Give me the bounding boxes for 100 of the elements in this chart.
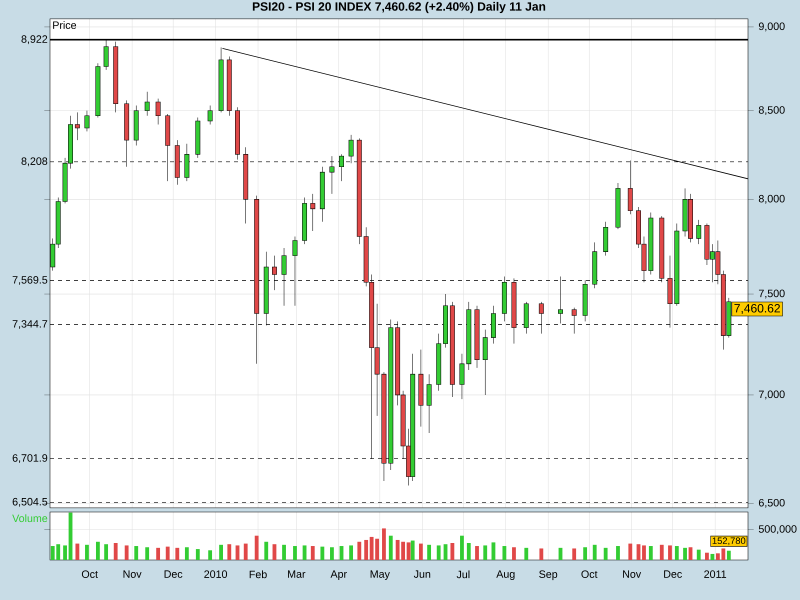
bar	[502, 546, 506, 560]
y-tick-label: 8,000	[758, 194, 785, 204]
bar	[460, 536, 464, 560]
bar	[524, 548, 528, 560]
y-tick-label: 6,500	[758, 498, 785, 508]
bar	[114, 542, 118, 560]
y-tick-label: 500,000	[758, 525, 797, 534]
bar	[483, 545, 488, 560]
bar	[244, 544, 248, 560]
bar	[134, 546, 138, 560]
bar	[572, 548, 576, 560]
bar	[96, 542, 100, 560]
x-tick-label: Oct	[82, 570, 98, 578]
bar	[236, 545, 240, 560]
bar	[382, 528, 386, 560]
bar	[227, 544, 232, 560]
bar	[683, 548, 687, 560]
bar	[427, 544, 432, 560]
x-tick-label: Sep	[539, 570, 558, 580]
bar	[616, 546, 620, 560]
x-tick-label: Nov	[124, 570, 142, 578]
candlestick	[482, 329, 488, 396]
candlestick	[156, 98, 161, 125]
candlestick	[696, 220, 702, 244]
bar	[444, 544, 448, 560]
bar	[156, 548, 160, 560]
bar	[293, 546, 297, 560]
x-tick-label: Dec	[664, 570, 682, 578]
x-tick-label: Mar	[288, 570, 306, 578]
y-tick-label: 7,500	[758, 290, 785, 298]
bar	[357, 542, 362, 560]
bar	[466, 542, 471, 560]
bar	[272, 544, 276, 560]
candlestick	[74, 112, 80, 140]
y-axis-title: Price	[53, 21, 76, 29]
bar	[254, 536, 259, 560]
bar	[668, 545, 672, 560]
bar	[418, 544, 423, 560]
x-tick-label: Dec	[164, 570, 182, 578]
bar	[696, 550, 701, 560]
bar	[282, 544, 286, 560]
candlestick	[208, 105, 213, 125]
ref-line-label: 8,922	[22, 35, 48, 44]
bar	[475, 546, 479, 560]
bar	[310, 546, 315, 560]
bar	[558, 548, 562, 560]
bar	[628, 544, 632, 560]
x-tick-label: Jun	[414, 570, 430, 578]
bar	[196, 549, 200, 560]
x-tick-label: Nov	[623, 570, 642, 578]
bar	[660, 544, 664, 560]
bar	[104, 544, 108, 560]
bar	[166, 546, 170, 560]
candlestick	[144, 92, 150, 116]
x-tick-label: Jul	[456, 570, 470, 578]
bar	[705, 552, 709, 560]
x-tick-label: Aug	[496, 570, 515, 580]
bar	[330, 547, 334, 560]
chart-title: Volume	[12, 514, 48, 522]
candlestick	[460, 353, 464, 400]
bar	[50, 546, 55, 560]
annotation: 7,460.62	[734, 304, 780, 314]
y-tick-label: 7,000	[758, 390, 785, 400]
x-tick-label: Oct	[581, 570, 598, 578]
candlestick	[310, 194, 316, 232]
candlestick	[426, 374, 432, 434]
y-tick-label: 8,500	[758, 106, 785, 116]
bar	[175, 548, 180, 560]
bar	[450, 542, 454, 560]
bar	[208, 550, 212, 560]
bar	[592, 544, 597, 560]
bar	[648, 546, 653, 560]
bar	[410, 540, 415, 560]
y-tick-label: 9,000	[758, 22, 785, 32]
bar	[583, 547, 588, 560]
bar	[604, 548, 608, 560]
bar	[349, 545, 354, 560]
ref-line-label: 6,701.9	[12, 454, 48, 464]
bar	[264, 542, 268, 560]
bar	[56, 544, 60, 560]
bar	[710, 554, 714, 560]
x-tick-label: Apr	[330, 570, 347, 580]
ref-line-label: 7,344.7	[12, 320, 48, 329]
chart-title: PSI20 - PSI 20 INDEX 7,460.62 (+2.40%) Daily 11 Jan	[252, 2, 546, 14]
x-tick-label: 2010	[204, 570, 228, 578]
bar	[85, 544, 89, 560]
data-label: 152,780	[712, 537, 746, 546]
bar	[219, 544, 223, 560]
bar	[726, 550, 731, 560]
bar	[184, 547, 189, 560]
bar	[302, 545, 306, 560]
ref-line-label: 6,504.5	[12, 498, 48, 507]
bar	[124, 545, 129, 560]
bar	[492, 542, 496, 560]
ref-line-label: 8,208	[22, 157, 48, 166]
bar	[388, 536, 393, 560]
x-tick-label: 2011	[704, 570, 726, 578]
x-tick-label: Feb	[250, 570, 267, 578]
x-tick-label: May	[370, 570, 390, 580]
bar	[340, 546, 344, 560]
